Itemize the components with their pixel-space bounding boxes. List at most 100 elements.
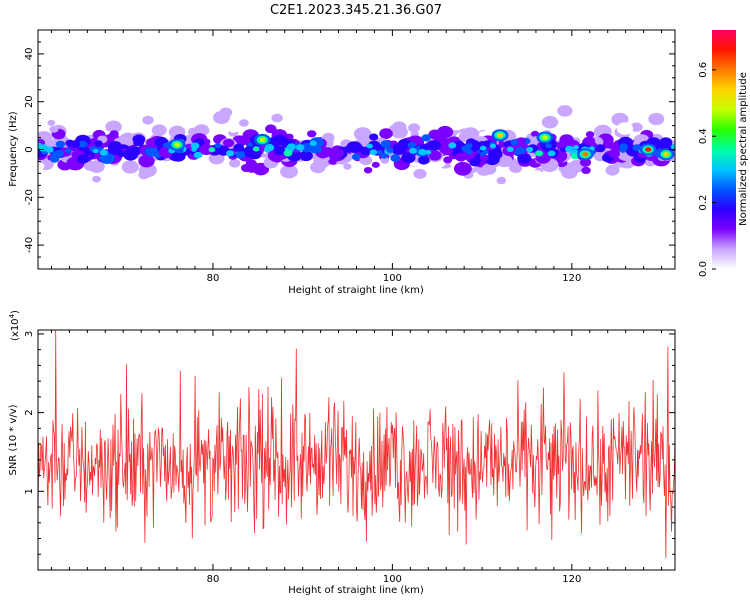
heatmap-hotspot (582, 152, 589, 157)
heatmap-cell (443, 156, 453, 164)
heatmap-cell (329, 170, 343, 181)
heatmap-cell (307, 130, 317, 138)
heatmap-cell (115, 177, 133, 191)
heatmap-cell (248, 149, 262, 160)
colorbar-ticks: 0.0 0.2 0.4 0.6 (698, 62, 716, 277)
heatmap-cell (413, 168, 427, 179)
heatmap-cell (109, 130, 119, 138)
heatmap-cell (239, 119, 249, 127)
snr-series-line (38, 330, 675, 558)
heatmap-cell (99, 149, 108, 156)
heatmap-cell (265, 124, 277, 134)
heatmap-cell (369, 149, 378, 156)
heatmap-cell (328, 158, 337, 165)
heatmap-cell (65, 148, 72, 154)
heatmap-cell (331, 148, 344, 159)
heatmap-cell (380, 140, 391, 149)
heatmap-cell (322, 132, 335, 143)
heatmap-cell (484, 153, 500, 166)
heatmap-cell (386, 147, 394, 153)
y-tick-label: -20 (24, 189, 35, 205)
heatmap-cell (596, 171, 606, 179)
heatmap-cell (649, 114, 661, 124)
y-tick-label: 3 (24, 331, 35, 337)
heatmap-cell (408, 123, 421, 133)
heatmap-cell (38, 162, 45, 170)
heatmap-cell (132, 134, 146, 145)
heatmap-cell (38, 142, 43, 149)
snr-y-label: SNR (10 * v/v) (8, 404, 19, 475)
heatmap-cell (233, 143, 245, 153)
heatmap-cell (306, 177, 324, 191)
heatmap-cell (272, 154, 283, 163)
snr-multiplier: (x104) (8, 310, 21, 341)
heatmap-cell (380, 156, 390, 164)
heatmap-cell (573, 145, 579, 150)
heatmap-cell (547, 150, 556, 157)
heatmap-cell (283, 149, 293, 157)
heatmap-cell (263, 147, 271, 153)
heatmap-cell (151, 124, 167, 136)
heatmap-hotspot (662, 152, 670, 157)
heatmap-cell (541, 115, 559, 129)
heatmap-cell (545, 143, 552, 149)
heatmap-cell (571, 153, 579, 160)
colorbar-gradient (712, 30, 736, 269)
y-tick-label: -40 (24, 237, 35, 253)
heatmap-cell (366, 143, 374, 149)
heatmap-cell (523, 113, 538, 126)
heatmap-cell (391, 121, 407, 133)
heatmap-cell (454, 161, 472, 176)
colorbar: 0.0 0.2 0.4 0.6 Normalized spectral amplitu… (698, 30, 749, 277)
heatmap-cell (581, 166, 591, 174)
heatmap-cell (77, 154, 90, 164)
heatmap-cell (70, 140, 80, 148)
heatmap-hotspot (174, 142, 181, 147)
heatmap-cell (55, 140, 66, 148)
colorbar-tick-label: 0.6 (698, 62, 709, 78)
heatmap-cell (489, 143, 497, 149)
heatmap-cell (226, 150, 235, 157)
heatmap-y-label: Frequency (Hz) (8, 111, 19, 187)
heatmap-cell (334, 164, 344, 171)
heatmap-cell (364, 172, 373, 179)
heatmap-cell (353, 127, 372, 141)
heatmap-cell (315, 123, 327, 132)
heatmap-cell (427, 140, 441, 151)
heatmap-cell (208, 152, 225, 165)
heatmap-cell (351, 153, 361, 161)
heatmap-cell (428, 129, 442, 140)
heatmap-cell (448, 142, 457, 149)
heatmap-cell (94, 140, 103, 147)
heatmap-cell (584, 136, 596, 146)
heatmap-cell (397, 138, 411, 150)
heatmap-cell (49, 125, 59, 133)
heatmap-cell (455, 152, 467, 162)
heatmap-cell (78, 140, 88, 148)
heatmap-cell (214, 143, 222, 149)
heatmap-cell (535, 150, 544, 157)
heatmap-cell (45, 146, 54, 153)
heatmap-cell (38, 176, 49, 188)
heatmap-cell (286, 143, 296, 151)
heatmap-cell (528, 170, 544, 183)
heatmap-cell (595, 144, 606, 153)
heatmap-cell (510, 139, 519, 146)
heatmap-cell (369, 133, 379, 141)
heatmap-cell (483, 149, 489, 155)
heatmap-cell (228, 124, 239, 133)
heatmap-cell (579, 158, 592, 167)
colorbar-tick-label: 0.0 (698, 261, 709, 277)
y-tick-label: 0 (24, 146, 35, 152)
heatmap-cell (88, 160, 105, 173)
heatmap-cell (556, 141, 566, 149)
heatmap-cell (247, 142, 254, 147)
heatmap-cell (461, 145, 471, 153)
heatmap-cell (564, 145, 574, 153)
heatmap-cell (193, 151, 203, 159)
heatmap-cell (310, 148, 318, 154)
heatmap-cell (496, 176, 507, 185)
x-tick-label: 120 (562, 273, 581, 284)
heatmap-x-label: Height of straight line (km) (288, 285, 424, 296)
